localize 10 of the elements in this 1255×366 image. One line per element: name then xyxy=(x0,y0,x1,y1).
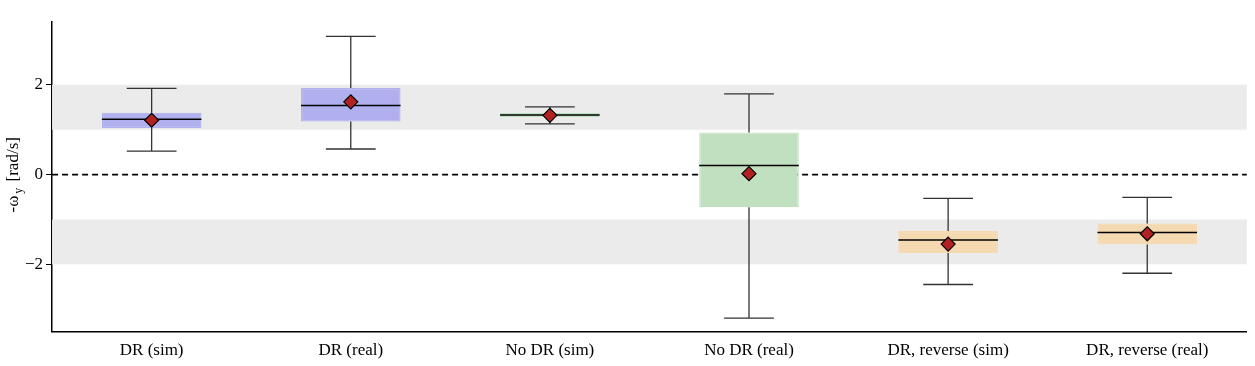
x-tick-label: No DR (sim) xyxy=(505,340,595,360)
x-tick-label: DR, reverse (sim) xyxy=(887,340,1009,360)
y-tick-label: 0 xyxy=(34,164,44,184)
y-axis-title: -ωy [rad/s] xyxy=(3,137,26,213)
y-tick-label: 2 xyxy=(34,74,44,94)
y-tick-label: −2 xyxy=(24,253,44,273)
x-tick-label: DR (real) xyxy=(318,340,384,360)
x-tick-label: DR, reverse (real) xyxy=(1086,340,1209,360)
x-tick-label: No DR (real) xyxy=(704,340,794,360)
x-tick-label: DR (sim) xyxy=(119,340,184,360)
